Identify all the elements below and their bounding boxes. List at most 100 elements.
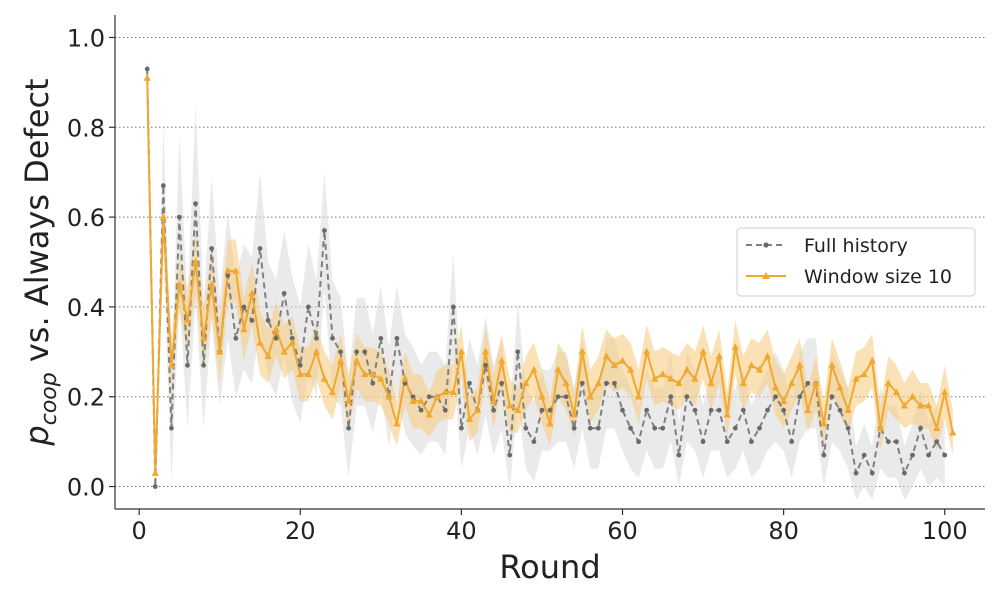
full-history-point-40 — [458, 425, 464, 431]
full-history-point-2 — [152, 484, 158, 489]
window-point-81 — [788, 379, 796, 387]
full-history-point-65 — [660, 425, 666, 431]
full-history-point-64 — [652, 425, 658, 431]
full-history-point-39 — [450, 304, 456, 310]
x-axis-title: Round — [499, 548, 600, 586]
ticks: 0.0 0.2 0.4 0.6 0.8 1.0 0 20 40 60 80 100 — [67, 24, 968, 545]
full-history-point-57 — [595, 425, 601, 431]
full-history-point-74 — [732, 425, 738, 431]
full-history-point-46 — [507, 452, 513, 458]
full-history-point-67 — [676, 452, 682, 458]
window-point-80 — [780, 397, 788, 404]
window-point-12 — [232, 267, 240, 274]
y-tick-label-5: 1.0 — [67, 24, 105, 52]
window-point-94 — [892, 388, 900, 395]
window-point-50 — [538, 392, 546, 400]
full-history-point-49 — [531, 439, 537, 445]
window-point-30 — [377, 374, 385, 382]
full-history-point-99 — [934, 439, 940, 445]
full-history-point-80 — [781, 407, 787, 413]
full-history-point-1 — [144, 66, 150, 72]
window-point-66 — [667, 374, 675, 382]
full-history-point-96 — [910, 452, 915, 458]
window-point-58 — [602, 352, 610, 360]
window-point-62 — [635, 392, 643, 400]
window-point-71 — [707, 379, 715, 387]
window-point-68 — [683, 365, 691, 373]
window-point-76 — [747, 361, 755, 369]
window-point-34 — [409, 397, 417, 404]
y-axis-title-rest: vs. Always Defect — [18, 78, 56, 372]
y-tick-label-0: 0.0 — [67, 474, 105, 502]
window-point-15 — [256, 338, 264, 346]
window-point-37 — [433, 392, 441, 400]
window-point-3 — [159, 213, 167, 220]
full-history-point-75 — [740, 407, 746, 413]
window-point-1 — [143, 73, 151, 81]
full-history-point-91 — [869, 470, 875, 476]
full-history-point-62 — [636, 439, 642, 445]
full-history-point-87 — [837, 407, 843, 413]
full-history-point-9 — [209, 246, 215, 251]
window-point-52 — [554, 365, 562, 373]
window-point-57 — [594, 379, 602, 387]
full-history-point-81 — [789, 439, 795, 445]
window-point-65 — [659, 370, 667, 378]
window-point-95 — [900, 401, 908, 409]
full-history-point-100 — [942, 452, 948, 458]
window-point-21 — [304, 370, 312, 378]
window-point-100 — [941, 388, 949, 395]
window-point-24 — [328, 388, 337, 395]
window-point-73 — [723, 410, 731, 418]
window-point-96 — [908, 392, 917, 400]
x-tick-label-2: 40 — [446, 517, 477, 545]
full-history-point-8 — [201, 362, 207, 368]
window-point-46 — [506, 401, 514, 409]
window-point-98 — [925, 401, 933, 409]
full-history-point-12 — [233, 335, 239, 341]
window-point-69 — [691, 374, 699, 382]
window-point-41 — [465, 415, 473, 422]
window-point-77 — [755, 365, 763, 373]
window-point-67 — [675, 379, 683, 387]
window-point-33 — [401, 374, 409, 382]
full-history-point-44 — [491, 407, 497, 413]
window-point-14 — [248, 289, 256, 297]
full-history-point-7 — [193, 201, 198, 207]
window-point-60 — [618, 356, 627, 364]
full-history-point-35 — [418, 407, 424, 413]
window-point-64 — [651, 374, 659, 382]
y-tick-label-1: 0.2 — [67, 384, 105, 412]
full-history-point-26 — [346, 425, 352, 431]
full-history-point-60 — [620, 407, 625, 413]
legend: Full history Window size 10 — [736, 227, 976, 297]
full-history-point-53 — [563, 394, 569, 400]
full-history-point-34 — [410, 394, 416, 400]
window-point-86 — [828, 361, 836, 369]
window-point-9 — [208, 280, 216, 288]
window-point-82 — [796, 361, 804, 369]
window-point-48 — [522, 379, 530, 387]
window-point-54 — [570, 410, 578, 418]
full-history-point-86 — [829, 394, 835, 400]
window-point-79 — [772, 383, 780, 391]
window-point-90 — [860, 370, 868, 378]
full-history-point-4 — [168, 425, 174, 431]
full-history-point-88 — [845, 425, 851, 431]
full-history-point-69 — [692, 407, 698, 413]
axes — [114, 15, 985, 510]
window-point-11 — [224, 267, 232, 274]
full-history-point-82 — [797, 394, 803, 400]
legend-full-history-label: Full history — [804, 235, 908, 257]
window-point-72 — [715, 352, 723, 360]
full-history-point-51 — [547, 407, 553, 413]
full-history-point-90 — [861, 452, 867, 458]
full-history-point-61 — [628, 425, 633, 431]
full-history-point-54 — [571, 425, 577, 431]
full-history-point-63 — [644, 407, 650, 413]
window-point-36 — [425, 410, 433, 418]
window-point-25 — [337, 356, 345, 364]
window-point-44 — [490, 397, 498, 404]
full-history-point-48 — [523, 425, 529, 431]
